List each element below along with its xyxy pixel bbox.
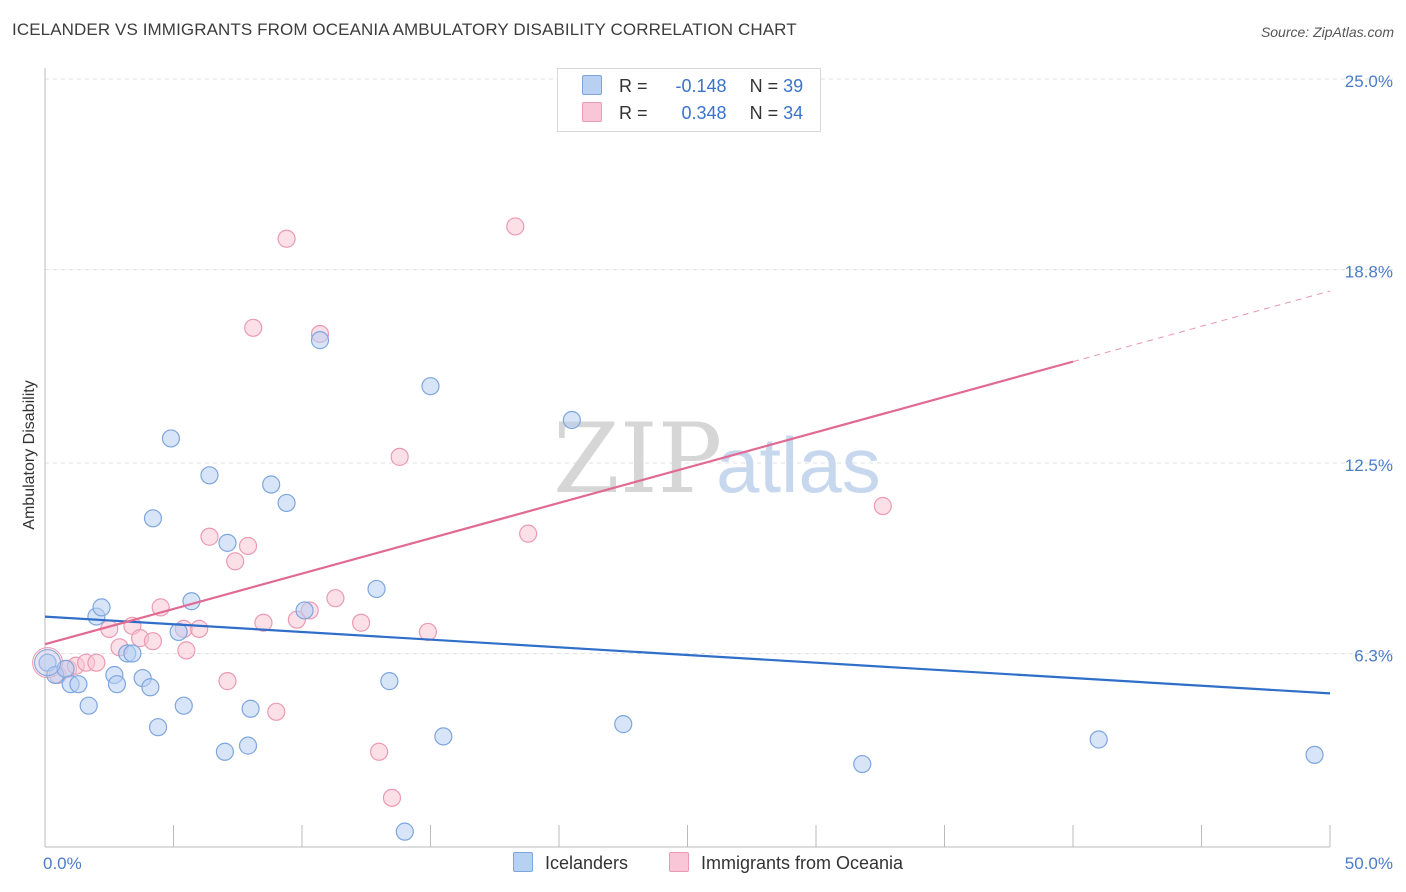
oceania-point-28 xyxy=(382,788,402,807)
oceania-point-15 xyxy=(226,552,245,571)
icelander-point-7 xyxy=(92,598,111,617)
source-note: Source: ZipAtlas.com xyxy=(1260,24,1394,40)
trend-line-oceania xyxy=(44,360,1074,646)
icelander-point-15 xyxy=(148,718,168,737)
series-oceania-points xyxy=(32,217,892,807)
icelander-point-13 xyxy=(141,678,160,697)
legend-swatch-pink xyxy=(582,102,602,122)
oceania-point-16 xyxy=(238,536,258,556)
icelander-point-28 xyxy=(310,331,330,350)
bottom-label-icelanders: Icelanders xyxy=(545,853,629,873)
y-tick-label-1: 12.5% xyxy=(1345,456,1393,475)
legend-swatch-blue xyxy=(582,75,602,95)
icelander-point-38 xyxy=(1305,745,1324,764)
bottom-label-oceania: Immigrants from Oceania xyxy=(701,853,904,873)
oceania-point-29 xyxy=(390,447,409,466)
icelander-point-29 xyxy=(367,579,386,599)
x-tick-labels: 0.0% 50.0% xyxy=(43,854,1393,873)
y-tick-label-3: 25.0% xyxy=(1345,72,1393,91)
icelander-point-32 xyxy=(421,377,440,396)
icelander-point-33 xyxy=(434,727,453,746)
y-tick-label-2: 18.8% xyxy=(1345,262,1393,281)
icelander-point-5 xyxy=(79,696,98,715)
oceania-point-12 xyxy=(177,641,196,660)
y-axis-label: Ambulatory Disability xyxy=(21,380,38,529)
legend-r-label-1: R = xyxy=(619,76,648,96)
icelander-point-34 xyxy=(562,410,581,430)
legend-r-value-2: 0.348 xyxy=(681,103,727,123)
icelander-point-18 xyxy=(174,696,193,715)
icelander-point-30 xyxy=(380,672,399,691)
oceania-point-30 xyxy=(418,622,438,642)
legend-n-value-1: 39 xyxy=(783,76,804,96)
oceania-point-33 xyxy=(873,496,892,516)
icelander-point-16 xyxy=(161,429,181,448)
oceania-point-13 xyxy=(190,619,209,638)
icelander-point-20 xyxy=(200,466,219,485)
icelander-point-cluster xyxy=(34,649,62,677)
chart-title: ICELANDER VS IMMIGRANTS FROM OCEANIA AMB… xyxy=(12,20,797,39)
x-tick-label-1: 50.0% xyxy=(1345,854,1393,873)
oceania-point-18 xyxy=(244,318,263,337)
trend-lines xyxy=(44,290,1331,695)
bottom-legend-icelanders: Icelanders xyxy=(513,852,628,874)
oceania-point-17 xyxy=(218,672,237,691)
y-tick-labels: 6.3% 12.5% 18.8% 25.0% xyxy=(1345,72,1393,665)
icelander-point-31 xyxy=(395,822,414,841)
legend-r-label-2: R = xyxy=(619,103,648,123)
watermark: ZIP atlas xyxy=(553,403,881,515)
oceania-point-21 xyxy=(277,229,296,248)
oceania-point-25 xyxy=(326,589,345,608)
icelander-point-9 xyxy=(107,675,127,694)
icelander-point-14 xyxy=(143,509,163,528)
legend-r-value-1: -0.148 xyxy=(675,76,727,96)
oceania-point-14 xyxy=(200,527,219,546)
y-tick-label-0: 6.3% xyxy=(1354,646,1393,665)
series-icelanders-points xyxy=(34,331,1324,841)
icelander-point-27 xyxy=(295,601,314,620)
icelander-point-24 xyxy=(241,699,260,718)
legend-n-label-2: N = xyxy=(749,103,779,123)
icelander-point-35 xyxy=(614,715,633,734)
oceania-point-32 xyxy=(519,524,538,543)
icelander-point-17 xyxy=(169,622,188,642)
icelander-point-21 xyxy=(215,742,234,761)
oceania-point-31 xyxy=(506,217,525,236)
oceania-point-27 xyxy=(370,742,389,761)
oceania-point-19 xyxy=(254,613,273,632)
icelander-point-25 xyxy=(262,475,281,494)
legend-row-oceania: R = 0.348 N = 34 xyxy=(582,102,803,126)
watermark-atlas: atlas xyxy=(716,421,881,509)
icelander-point-22 xyxy=(218,533,237,552)
axes xyxy=(44,68,1331,848)
icelander-point-4 xyxy=(69,675,88,694)
bottom-swatch-blue xyxy=(513,852,533,872)
oceania-point-26 xyxy=(352,613,371,632)
x-tick-label-0: 0.0% xyxy=(43,854,82,873)
icelander-point-37 xyxy=(1089,730,1108,749)
trend-line-oceania-extension xyxy=(1072,290,1331,363)
oceania-point-9 xyxy=(143,632,163,651)
correlation-legend: R = -0.148 N = 39 R = 0.348 N = 34 xyxy=(557,68,821,132)
legend-n-value-2: 34 xyxy=(783,103,804,123)
bottom-swatch-pink xyxy=(669,852,689,872)
trend-line-icelanders xyxy=(44,615,1331,695)
legend-n-label-1: N = xyxy=(749,76,779,96)
icelander-point-26 xyxy=(277,493,296,513)
bottom-legend-oceania: Immigrants from Oceania xyxy=(669,852,903,874)
oceania-point-4 xyxy=(87,653,106,672)
oceania-point-20 xyxy=(267,702,286,721)
legend-row-icelanders: R = -0.148 N = 39 xyxy=(582,75,803,99)
grid-lines xyxy=(45,78,1395,654)
icelander-point-11 xyxy=(123,644,142,663)
icelander-point-36 xyxy=(853,754,872,774)
icelander-point-23 xyxy=(238,736,258,755)
